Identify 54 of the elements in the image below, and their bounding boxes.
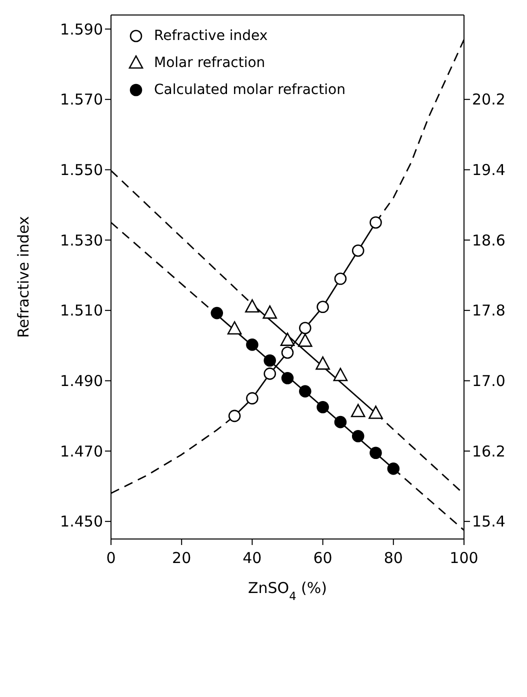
x-tick-label: 100 (450, 549, 478, 567)
point (333, 368, 348, 382)
y2-tick-label: 15.4 (472, 512, 506, 531)
legend-label: Molar refraction (154, 54, 266, 70)
y2-tick-label: 19.4 (472, 161, 506, 180)
point (352, 244, 364, 257)
point (227, 321, 242, 335)
x-tick-label: 60 (313, 549, 332, 567)
point (246, 392, 258, 404)
point (280, 332, 295, 346)
y-tick-label: 1.550 (60, 161, 103, 180)
point (245, 299, 260, 313)
point (387, 462, 400, 475)
point (334, 272, 347, 285)
point (228, 410, 241, 422)
x-tick-label: 80 (384, 549, 403, 567)
y-tick-label: 1.450 (60, 512, 103, 531)
point (264, 354, 276, 367)
point (316, 400, 329, 414)
point (299, 322, 312, 334)
point (350, 404, 366, 418)
y-tick-label: 1.510 (60, 302, 103, 320)
y-tick-label: 1.530 (60, 231, 103, 250)
legend-label: Calculated molar refraction (154, 82, 346, 98)
y2-tick-label: 17.8 (472, 302, 506, 320)
y2-tick-label: 18.6 (472, 231, 506, 250)
x-tick-label: 40 (242, 549, 262, 567)
point (352, 430, 364, 442)
y2-tick-label: 17.0 (472, 372, 506, 390)
y-tick-label: 1.590 (60, 20, 103, 38)
y2-tick-label: 20.2 (472, 90, 506, 109)
point (281, 372, 294, 384)
point (281, 346, 294, 359)
point (262, 305, 277, 319)
x-tick-label: 0 (106, 549, 116, 567)
point (316, 300, 329, 314)
point (298, 334, 312, 347)
y-tick-label: 1.570 (60, 90, 103, 109)
point (368, 406, 383, 419)
point (316, 356, 330, 370)
y-axis-title: Refractive index (14, 216, 32, 338)
point (370, 216, 382, 229)
x-tick-label: 20 (172, 549, 192, 567)
y-tick-label: 1.490 (60, 372, 103, 390)
point (246, 338, 258, 351)
point (370, 446, 382, 459)
x-axis-title: ZnSO$_{4}$ (%) (248, 579, 328, 602)
y2-tick-label: 16.2 (472, 442, 506, 460)
point (299, 385, 312, 398)
y-tick-label: 1.470 (60, 442, 103, 460)
point (334, 416, 347, 428)
point (264, 368, 276, 380)
point (210, 306, 224, 320)
legend-label: Refractive index (154, 28, 268, 44)
